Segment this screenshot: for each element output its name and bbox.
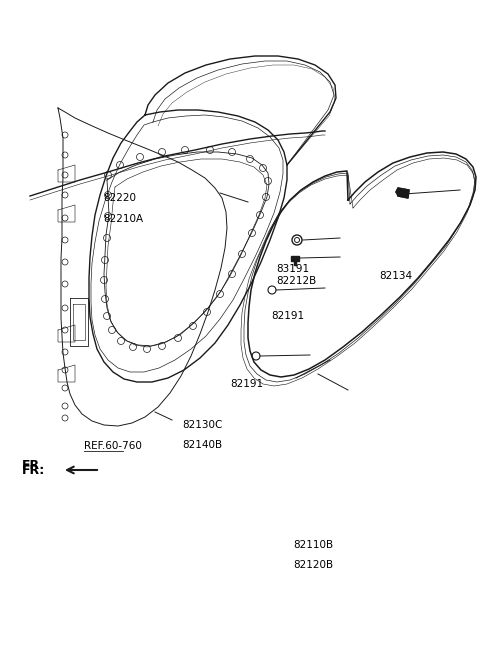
Text: FR.: FR. xyxy=(22,459,45,472)
Text: 82120B: 82120B xyxy=(293,560,333,570)
Text: 82110B: 82110B xyxy=(293,540,333,550)
Polygon shape xyxy=(291,256,299,265)
Text: 82140B: 82140B xyxy=(182,440,223,450)
Polygon shape xyxy=(396,188,409,198)
Text: 82210A: 82210A xyxy=(103,214,144,224)
Text: 82130C: 82130C xyxy=(182,420,223,430)
Text: REF.60-760: REF.60-760 xyxy=(84,441,142,451)
Text: 82191: 82191 xyxy=(271,311,304,321)
Text: 82212B: 82212B xyxy=(276,276,316,286)
Text: 83191: 83191 xyxy=(276,264,309,274)
Text: 82220: 82220 xyxy=(103,194,136,203)
Text: 82134: 82134 xyxy=(379,270,412,281)
Text: 82191: 82191 xyxy=(230,379,264,389)
Text: FR.: FR. xyxy=(22,464,45,476)
